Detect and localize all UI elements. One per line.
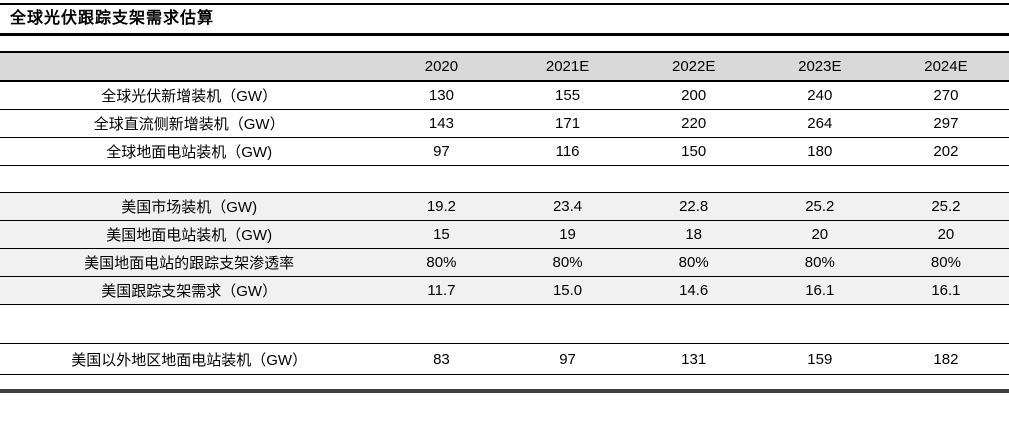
bottom-rule xyxy=(0,389,1009,393)
value-cell: 200 xyxy=(681,87,707,104)
row-label: 美国跟踪支架需求（GW） xyxy=(101,283,278,300)
section-gap xyxy=(0,166,1009,192)
row-label: 全球光伏新增装机（GW） xyxy=(101,88,278,105)
value-cell: 80% xyxy=(804,254,835,271)
header-year-cell: 2021E xyxy=(545,58,590,75)
value-cell: 11.7 xyxy=(427,282,456,299)
header-year-cell: 2024E xyxy=(924,58,968,75)
table-row: 美国跟踪支架需求（GW） 11.7 15.0 14.6 16.1 16.1 xyxy=(0,277,1009,305)
value-cell: 159 xyxy=(807,350,833,368)
top-rule xyxy=(0,3,1009,5)
value-cell: 220 xyxy=(681,115,707,132)
value-cell: 143 xyxy=(428,115,454,132)
table-section: 美国市场装机（GW) 19.2 23.4 22.8 25.2 25.2 美国地面电站装机（G… xyxy=(0,192,1009,305)
table-row: 美国地面电站装机（GW) 15 19 18 20 20 xyxy=(0,221,1009,249)
spacer xyxy=(0,375,1009,389)
value-cell: 131 xyxy=(681,350,707,368)
table-row: 美国以外地区地面电站装机（GW） 83 97 131 159 182 xyxy=(0,344,1009,375)
value-cell: 15.0 xyxy=(552,282,583,299)
row-label: 美国以外地区地面电站装机（GW） xyxy=(71,351,308,369)
table-row: 全球光伏新增装机（GW） 130 155 200 240 270 xyxy=(0,82,1009,110)
value-cell: 25.2 xyxy=(805,198,835,215)
section-gap xyxy=(0,305,1009,343)
value-cell: 240 xyxy=(807,87,833,104)
value-cell: 20 xyxy=(937,226,955,243)
header-year-cell: 2022E xyxy=(672,58,716,75)
row-label: 美国地面电站装机（GW) xyxy=(106,227,273,244)
value-cell: 80% xyxy=(678,254,709,271)
header-year-cell: 2023E xyxy=(798,58,842,75)
row-label: 美国地面电站的跟踪支架渗透率 xyxy=(84,255,295,272)
value-cell: 182 xyxy=(933,350,959,368)
value-cell: 16.1 xyxy=(931,282,961,299)
value-cell: 83 xyxy=(433,350,450,368)
spacer xyxy=(0,36,1009,51)
value-cell: 19.2 xyxy=(426,198,457,215)
value-cell: 80% xyxy=(426,254,457,271)
value-cell: 180 xyxy=(807,143,833,160)
value-cell: 264 xyxy=(807,115,833,132)
value-cell: 270 xyxy=(933,87,959,104)
table-row: 美国市场装机（GW) 19.2 23.4 22.8 25.2 25.2 xyxy=(0,193,1009,221)
value-cell: 22.8 xyxy=(679,198,709,215)
table-row: 美国地面电站的跟踪支架渗透率 80% 80% 80% 80% 80% xyxy=(0,249,1009,277)
value-cell: 14.6 xyxy=(679,282,709,299)
row-label: 全球直流侧新增装机（GW） xyxy=(93,116,285,133)
value-cell: 15 xyxy=(433,226,450,243)
value-cell: 116 xyxy=(555,143,580,160)
value-cell: 19 xyxy=(559,226,576,243)
table-section: 全球光伏新增装机（GW） 130 155 200 240 270 全球直流侧新增装机（GW）… xyxy=(0,82,1009,166)
value-cell: 155 xyxy=(555,87,581,104)
table-section: 美国以外地区地面电站装机（GW） 83 97 131 159 182 xyxy=(0,343,1009,375)
value-cell: 16.1 xyxy=(805,282,835,299)
value-cell: 150 xyxy=(681,143,707,160)
value-cell: 202 xyxy=(933,143,959,160)
value-cell: 171 xyxy=(555,115,581,132)
value-cell: 97 xyxy=(433,143,450,160)
demand-estimate-table: 2020 2021E 2022E 2023E 2024E 全球光伏新增装机（GW） 130… xyxy=(0,51,1009,375)
value-cell: 25.2 xyxy=(931,198,961,215)
value-cell: 97 xyxy=(559,350,576,368)
page-title: 全球光伏跟踪支架需求估算 xyxy=(10,10,215,27)
value-cell: 18 xyxy=(685,226,703,243)
value-cell: 80% xyxy=(552,254,583,271)
value-cell: 20 xyxy=(811,226,829,243)
value-cell: 23.4 xyxy=(552,198,583,215)
row-label: 美国市场装机（GW) xyxy=(121,199,258,216)
value-cell: 80% xyxy=(930,254,961,271)
value-cell: 297 xyxy=(933,115,959,132)
table-header-row: 2020 2021E 2022E 2023E 2024E xyxy=(0,51,1009,82)
row-label: 全球地面电站装机（GW) xyxy=(106,144,273,161)
value-cell: 130 xyxy=(428,87,454,104)
header-year-cell: 2020 xyxy=(424,58,459,75)
table-row: 全球地面电站装机（GW) 97 116 150 180 202 xyxy=(0,138,1009,166)
table-body: 全球光伏新增装机（GW） 130 155 200 240 270 全球直流侧新增装机（GW）… xyxy=(0,82,1009,375)
title-underline-rule xyxy=(0,33,1009,36)
table-row: 全球直流侧新增装机（GW） 143 171 220 264 297 xyxy=(0,110,1009,138)
